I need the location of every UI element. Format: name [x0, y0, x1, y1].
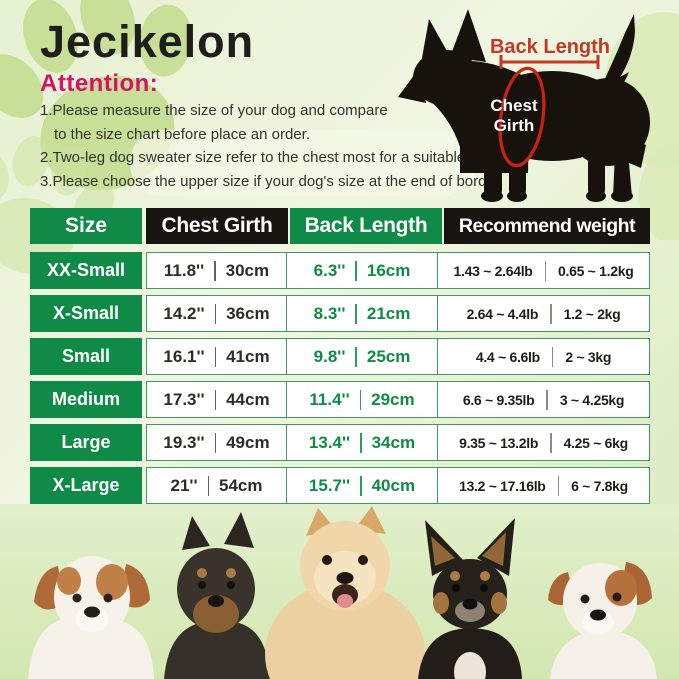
chest-cm: 49cm: [226, 432, 270, 452]
back-inches: 6.3'': [313, 260, 346, 280]
column-header-size: Size: [30, 208, 142, 244]
table-row: XX-Small 11.8'' 30cm 6.3'' 16cm 1.43 ~ 2.6…: [30, 252, 650, 289]
instructions-list: 1.Please measure the size of your dog an…: [40, 99, 500, 193]
size-cell: Medium: [30, 381, 142, 418]
back-inches: 8.3'': [313, 303, 346, 323]
chest-cm: 54cm: [219, 475, 263, 495]
table-row: Large 19.3'' 49cm 13.4'' 34cm 9.35 ~ 13.2l…: [30, 424, 650, 461]
back-inches: 15.7'': [308, 475, 351, 495]
chest-cm: 36cm: [226, 303, 270, 323]
chest-girth-label-line2: Girth: [494, 116, 535, 135]
chest-cm: 41cm: [226, 346, 270, 366]
attention-heading: Attention:: [40, 70, 159, 97]
dogs-photo: [0, 504, 679, 679]
chest-inches: 21'': [170, 475, 198, 495]
dog-photo-pomeranian: [265, 506, 425, 679]
table-header-row: Size Chest Girth Back Length Recommend w…: [30, 208, 650, 244]
dog-photo-chihuahua: [418, 518, 522, 679]
weight-lb: 2.64 ~ 4.4lb: [466, 305, 539, 322]
table-row: Medium 17.3'' 44cm 11.4'' 29cm 6.6 ~ 9.35l…: [30, 381, 650, 418]
weight-kg: 3 ~ 4.25kg: [559, 391, 625, 408]
measurement-diagram: Back Length Chest Girth: [392, 5, 677, 207]
weight-lb: 9.35 ~ 13.2lb: [459, 434, 539, 451]
back-inches: 11.4'': [309, 389, 350, 409]
instruction-line: 2.Two-leg dog sweater size refer to the …: [40, 149, 486, 166]
weight-lb: 13.2 ~ 17.16lb: [459, 477, 546, 494]
back-cm: 21cm: [366, 303, 411, 323]
dog-photo-yorkie: [164, 512, 270, 679]
chest-cm: 30cm: [225, 260, 270, 280]
back-length-label: Back Length: [490, 36, 610, 58]
chest-cm: 44cm: [226, 389, 270, 409]
weight-lb: 6.6 ~ 9.35lb: [462, 391, 535, 408]
dog-photo-puppy: [28, 556, 154, 679]
instruction-line: 1.Please measure the size of your dog an…: [40, 102, 388, 119]
back-cm: 34cm: [371, 432, 416, 452]
size-cell: Large: [30, 424, 142, 461]
chest-girth-label-line1: Chest: [490, 96, 538, 115]
column-header-chest-girth: Chest Girth: [146, 208, 288, 244]
size-cell: X-Large: [30, 467, 142, 504]
chest-girth-ellipse: [498, 66, 546, 168]
weight-kg: 0.65 ~ 1.2kg: [558, 262, 634, 279]
chest-inches: 19.3'': [163, 432, 205, 452]
dog-photo-jack-russell: [548, 562, 657, 679]
weight-kg: 2 ~ 3kg: [565, 348, 612, 365]
weight-kg: 6 ~ 7.8kg: [571, 477, 628, 494]
chest-inches: 11.8'': [163, 260, 205, 280]
size-cell: X-Small: [30, 295, 142, 332]
chest-inches: 17.3'': [163, 389, 205, 409]
back-length-measure-line: [499, 55, 600, 69]
back-cm: 16cm: [366, 260, 411, 280]
chest-inches: 14.2'': [163, 303, 205, 323]
weight-kg: 1.2 ~ 2kg: [563, 305, 621, 322]
column-header-recommend-weight: Recommend weight: [444, 208, 650, 244]
back-cm: 25cm: [366, 346, 411, 366]
back-inches: 13.4'': [308, 432, 351, 452]
back-cm: 40cm: [371, 475, 416, 495]
size-table: Size Chest Girth Back Length Recommend w…: [30, 208, 650, 504]
weight-lb: 1.43 ~ 2.64lb: [453, 262, 533, 279]
weight-kg: 4.25 ~ 6kg: [563, 434, 629, 451]
back-inches: 9.8'': [313, 346, 346, 366]
size-cell: Small: [30, 338, 142, 375]
chest-inches: 16.1'': [163, 346, 205, 366]
instruction-line: 3.Please choose the upper size if your d…: [40, 172, 500, 190]
instruction-line: to the size chart before place an order.: [54, 125, 310, 143]
dog-silhouette-icon: [398, 9, 650, 202]
brand-title: Jecikelon: [40, 16, 255, 67]
size-cell: XX-Small: [30, 252, 142, 289]
weight-lb: 4.4 ~ 6.6lb: [475, 348, 540, 365]
table-row: X-Small 14.2'' 36cm 8.3'' 21cm 2.64 ~ 4.4l…: [30, 295, 650, 332]
table-row: X-Large 21'' 54cm 15.7'' 40cm 13.2 ~ 17.16…: [30, 467, 650, 504]
back-cm: 29cm: [371, 389, 415, 409]
table-row: Small 16.1'' 41cm 9.8'' 25cm 4.4 ~ 6.6lb 2 …: [30, 338, 650, 375]
column-header-back-length: Back Length: [290, 208, 442, 244]
